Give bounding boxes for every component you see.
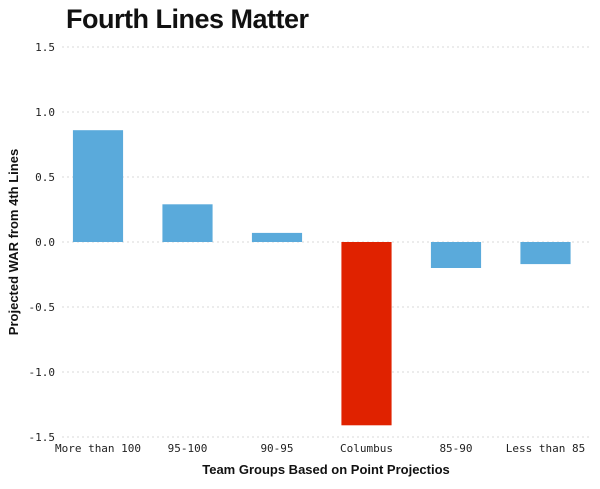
y-tick-label: -0.5 <box>29 301 56 314</box>
x-tick-label: 95-100 <box>168 442 208 455</box>
y-tick-label: 0.5 <box>35 171 55 184</box>
bar-95-100 <box>162 204 213 242</box>
chart-title: Fourth Lines Matter <box>66 4 309 34</box>
bars <box>72 130 571 426</box>
bar-more-than-100 <box>72 130 124 242</box>
x-tick-label: 90-95 <box>260 442 293 455</box>
x-tick-label: Less than 85 <box>506 442 585 455</box>
x-axis-ticks: More than 100 95-100 90-95 Columbus 85-90 Les… <box>55 442 585 455</box>
y-axis-label: Projected WAR from 4th Lines <box>6 149 21 335</box>
y-tick-label: -1.0 <box>29 366 56 379</box>
x-tick-label: More than 100 <box>55 442 141 455</box>
grid <box>62 46 590 438</box>
x-tick-label: 85-90 <box>439 442 472 455</box>
bar-columbus <box>341 242 392 426</box>
y-tick-label: 0.0 <box>35 236 55 249</box>
y-tick-label: 1.5 <box>35 41 55 54</box>
bar-90-95 <box>251 232 303 242</box>
y-axis-ticks: 1.5 1.0 0.5 0.0 -0.5 -1.0 -1.5 <box>29 41 56 444</box>
y-tick-label: 1.0 <box>35 106 55 119</box>
bar-less-than-85 <box>520 242 571 265</box>
bar-85-90 <box>430 242 482 268</box>
y-tick-label: -1.5 <box>29 431 56 444</box>
x-axis-label: Team Groups Based on Point Projectios <box>202 462 450 477</box>
x-tick-label: Columbus <box>340 442 393 455</box>
